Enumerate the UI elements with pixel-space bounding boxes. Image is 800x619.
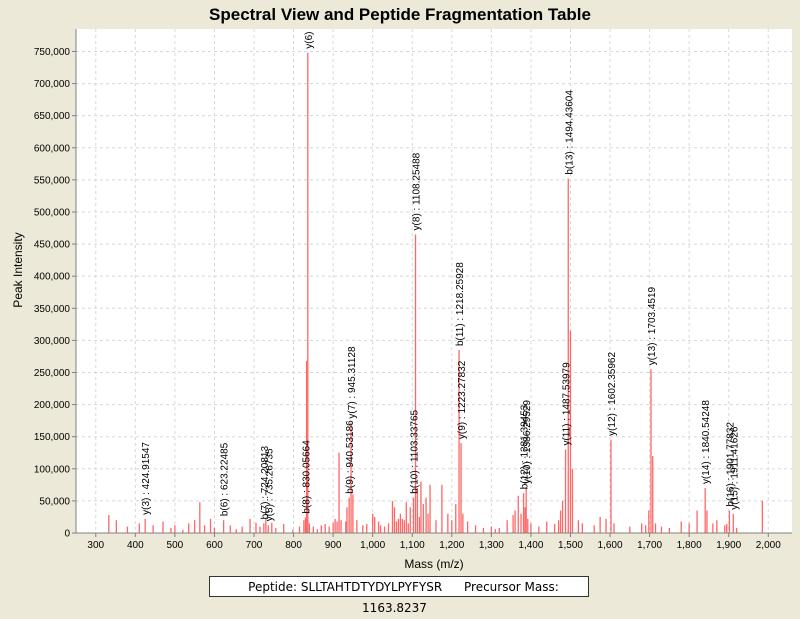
peak-annotation: b(10) : 1103.33765 [410, 409, 421, 493]
peptide-legend: Peptide: SLLTAHTDTYDYLPYFYSR Precursor M… [209, 576, 589, 615]
y-tick-label: 200,000 [34, 400, 71, 411]
x-tick-label: 700 [246, 540, 263, 551]
y-tick-label: 650,000 [34, 111, 71, 122]
peak-annotation: b(9) : 940.53186 [345, 420, 356, 494]
x-axis-label: Mass (m/z) [404, 557, 463, 571]
peak-series [108, 52, 763, 533]
y-tick-label: 500,000 [34, 207, 71, 218]
peak-annotation: b(7) : 724.20813 [260, 446, 271, 520]
y-tick-label: 100,000 [34, 464, 71, 475]
x-tick-label: 1,000 [360, 540, 385, 551]
x-tick-label: 300 [87, 540, 104, 551]
peak-annotation: y(3) : 424.91547 [141, 442, 152, 515]
y-tick-label: 300,000 [34, 336, 71, 347]
y-axis-label: Peak Intensity [11, 232, 25, 307]
x-tick-label: 900 [325, 540, 342, 551]
spectrum-chart: Spectral View and Peptide Fragmentation … [11, 5, 792, 571]
x-tick-label: 1,300 [479, 540, 504, 551]
peak-annotation: b(16) : 1901.77832 [725, 422, 736, 507]
y-tick-label: 750,000 [34, 47, 71, 58]
peak-annotation: y(15) : 1911.41626 [729, 426, 740, 510]
peak-annotation: y(7) : 945.31128 [347, 346, 358, 419]
peak-annotation: b(13) : 1494.43604 [564, 90, 575, 175]
peak-annotation: y(13) : 1703.4519 [647, 286, 658, 365]
x-tick-label: 1,500 [558, 540, 583, 551]
peptide-sequence: Peptide: SLLTAHTDTYDYLPYFYSR [248, 580, 443, 594]
x-tick-label: 1,600 [598, 540, 623, 551]
peak-annotations: y(3) : 424.91547 b(6) : 623.22485 b(7) : 7… [141, 32, 740, 522]
x-tick-label: 800 [285, 540, 302, 551]
peak-annotation: y(12) : 1602.35962 [607, 352, 618, 436]
chart-title: Spectral View and Peptide Fragmentation … [209, 5, 591, 24]
peak-annotation: b(11) : 1218.25928 [455, 262, 466, 346]
y-tick-label: 250,000 [34, 368, 71, 379]
x-tick-label: 500 [167, 540, 184, 551]
peak-annotation: y(5) : 735.26735 [264, 448, 275, 521]
x-tick-label: 400 [127, 540, 144, 551]
y-tick-label: 0 [64, 529, 70, 540]
y-tick-label: 450,000 [34, 240, 71, 251]
x-tick-label: 1,800 [677, 540, 702, 551]
y-tick-label: 150,000 [34, 432, 71, 443]
peak-annotation: b(12) : 1381.39453 [520, 404, 531, 489]
x-tick-label: 1,700 [637, 540, 662, 551]
axes: 300 400 500 600 700 800 900 1,000 1,100 1,200 1,30… [34, 29, 792, 551]
peak-annotation: y(6) [304, 32, 315, 49]
x-tick-label: 1,900 [716, 540, 741, 551]
y-tick-label: 600,000 [34, 143, 71, 154]
peak-annotation: b(8) : 830.05664 [301, 440, 312, 514]
peak-annotation: y(8) : 1108.25488 [412, 152, 423, 230]
x-tick-label: 1,200 [439, 540, 464, 551]
plot-area [76, 29, 792, 533]
peak-annotation: y(9) : 1223.27832 [457, 360, 468, 439]
y-tick-label: 50,000 [39, 496, 70, 507]
y-tick-label: 350,000 [34, 304, 71, 315]
y-tick-label: 550,000 [34, 175, 71, 186]
peak-annotation: b(6) : 623.22485 [220, 442, 231, 516]
peak-annotation: y(11) : 1487.53979 [562, 362, 573, 446]
y-tick-label: 700,000 [34, 79, 71, 90]
y-tick-label: 400,000 [34, 272, 71, 283]
x-tick-label: 2,000 [756, 540, 781, 551]
peak-annotation: y(10) : 1386.29529 [522, 400, 533, 484]
x-tick-label: 1,400 [518, 540, 543, 551]
x-tick-label: 1,100 [400, 540, 425, 551]
grid-lines [76, 29, 792, 533]
peak-annotation: y(14) : 1840.54248 [701, 400, 712, 484]
x-tick-label: 600 [206, 540, 223, 551]
